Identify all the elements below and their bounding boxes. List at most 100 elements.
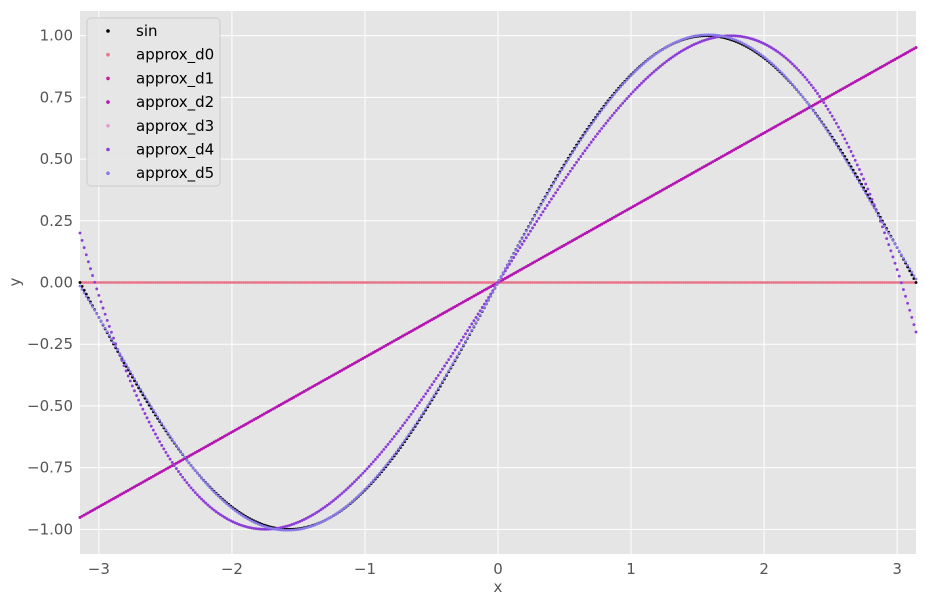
data-point [631, 72, 635, 75]
data-point [342, 506, 346, 510]
data-point [707, 33, 710, 37]
data-point [594, 226, 597, 230]
data-point [797, 68, 801, 72]
data-point [654, 52, 658, 56]
data-point [784, 119, 788, 122]
data-point [80, 514, 84, 518]
data-point [891, 255, 895, 259]
data-point [902, 288, 905, 291]
data-point [218, 513, 222, 517]
data-point [811, 103, 815, 107]
data-point [543, 207, 547, 210]
data-point [872, 69, 876, 73]
data-point [415, 420, 419, 424]
data-point [179, 281, 182, 284]
data-point [426, 389, 430, 393]
data-point [225, 281, 229, 284]
data-point [476, 292, 480, 296]
data-point [696, 34, 700, 37]
data-point [374, 281, 377, 284]
data-point [633, 88, 637, 91]
x-axis-label: x [494, 578, 503, 596]
data-point [256, 415, 260, 419]
data-point [508, 274, 511, 278]
data-point [912, 323, 916, 327]
data-point [814, 102, 817, 106]
data-point [82, 288, 86, 292]
data-point [688, 35, 692, 39]
data-point [298, 527, 302, 531]
data-point [646, 281, 650, 284]
data-point [826, 107, 830, 111]
data-point [371, 281, 375, 284]
data-point [728, 281, 731, 284]
legend-label: sin [136, 22, 158, 40]
data-point [405, 436, 409, 439]
data-point [244, 281, 247, 284]
data-point [405, 281, 409, 284]
data-point [397, 281, 400, 284]
data-point [541, 200, 545, 203]
data-point [466, 329, 470, 332]
data-point [296, 528, 300, 531]
data-point [646, 196, 650, 200]
data-point [878, 219, 882, 223]
data-point [841, 281, 845, 284]
data-point [334, 372, 338, 376]
data-point [93, 308, 97, 312]
data-point [302, 281, 306, 284]
data-point [267, 410, 270, 413]
data-point [321, 520, 325, 523]
data-point [198, 495, 201, 499]
data-point [830, 114, 834, 118]
data-point [755, 39, 759, 42]
data-point [166, 431, 170, 435]
data-point [242, 514, 245, 518]
data-point [522, 239, 526, 243]
data-point [397, 447, 400, 451]
data-point [244, 516, 247, 519]
data-point [885, 237, 889, 241]
data-point [686, 46, 690, 50]
x-tick-label: −1 [354, 560, 376, 578]
data-point [189, 463, 193, 467]
data-point [522, 281, 526, 284]
data-point [137, 483, 141, 486]
data-point [103, 281, 107, 284]
data-point [870, 281, 874, 284]
data-point [313, 281, 317, 284]
data-point [535, 281, 539, 284]
data-point [294, 394, 298, 398]
data-point [581, 135, 585, 139]
data-point [675, 40, 679, 44]
data-point [485, 281, 488, 284]
data-point [242, 424, 245, 427]
data-point [623, 281, 627, 284]
data-point [179, 459, 182, 463]
data-point [267, 526, 270, 530]
data-point [709, 161, 713, 165]
data-point [384, 445, 388, 449]
data-point [723, 281, 727, 284]
data-point [225, 517, 229, 520]
data-point [174, 443, 178, 447]
data-point [397, 337, 400, 340]
data-point [126, 281, 130, 284]
data-point [765, 58, 769, 61]
data-point [485, 302, 488, 305]
data-point [721, 154, 725, 158]
data-point [533, 223, 537, 227]
data-point [623, 209, 627, 213]
data-point [807, 80, 811, 84]
data-point [418, 325, 421, 329]
data-point [581, 281, 585, 284]
data-point [147, 402, 151, 405]
data-point [512, 252, 516, 256]
data-point [487, 281, 490, 284]
data-point [470, 328, 474, 332]
data-point [482, 281, 486, 284]
data-point [805, 100, 809, 104]
legend-marker [106, 52, 110, 57]
data-point [330, 500, 333, 504]
data-point [472, 294, 476, 298]
